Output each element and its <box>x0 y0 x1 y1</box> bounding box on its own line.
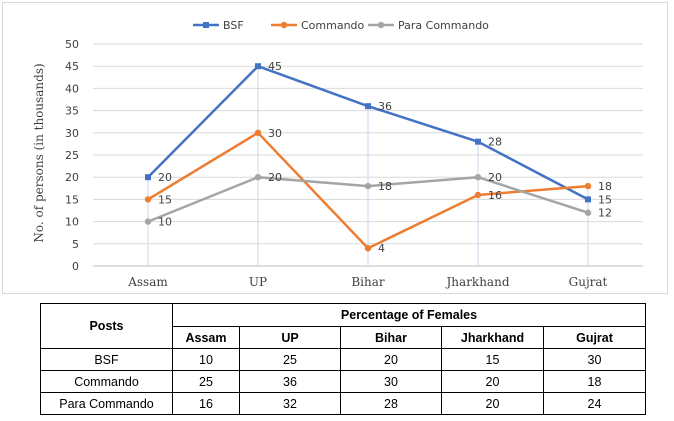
percentage-cell: 18 <box>543 370 646 393</box>
column-header: Jharkhand <box>441 326 544 349</box>
post-name-cell: BSF <box>40 348 173 371</box>
data-point <box>364 245 372 252</box>
table-row: BSF 10 25 20 15 30 <box>40 348 646 371</box>
data-label: 20 <box>158 171 172 184</box>
data-label: 20 <box>268 171 282 184</box>
post-name-cell: Para Commando <box>40 392 173 415</box>
percentage-cell: 10 <box>172 348 240 371</box>
posts-header: Posts <box>40 303 173 349</box>
legend-marker <box>377 21 385 29</box>
data-label: 20 <box>488 171 502 184</box>
data-point <box>254 129 262 136</box>
column-header: Bihar <box>340 326 442 349</box>
legend-marker <box>203 22 209 28</box>
data-point <box>255 63 261 70</box>
legend-label: Para Commando <box>398 19 489 32</box>
line-chart: BSF Commando Para Commando 0 5 10 15 20 25 30 35 4… <box>32 19 643 289</box>
data-point <box>584 209 592 216</box>
y-tick-label: 15 <box>65 193 79 206</box>
table-row: Para Commando 16 32 28 20 24 <box>40 392 646 415</box>
post-name-cell: Commando <box>40 370 173 393</box>
y-tick-label: 45 <box>65 60 79 73</box>
data-label: 16 <box>488 189 502 202</box>
series-layer: 20 45 36 28 15 15 30 4 16 18 10 20 18 20 12 <box>144 60 612 255</box>
data-label: 12 <box>598 207 612 220</box>
data-point <box>365 103 371 110</box>
percentage-cell: 25 <box>172 370 240 393</box>
column-header: Assam <box>172 326 240 349</box>
data-point <box>584 182 592 190</box>
data-point <box>474 174 482 181</box>
x-tick-label: Assam <box>127 275 168 289</box>
percentage-cell: 28 <box>340 392 442 415</box>
percentage-females-header: Percentage of Females <box>172 303 646 327</box>
data-point <box>145 174 151 181</box>
data-point <box>475 138 481 145</box>
data-label: 28 <box>488 136 502 149</box>
y-tick-label: 30 <box>65 127 79 140</box>
data-label: 18 <box>378 180 392 193</box>
y-axis: 0 5 10 15 20 25 30 35 40 45 50 <box>65 38 79 273</box>
y-axis-label: No. of persons (in thousands) <box>32 63 46 242</box>
y-tick-label: 35 <box>65 105 79 118</box>
legend-label: BSF <box>223 19 244 32</box>
chart-frame: BSF Commando Para Commando 0 5 10 15 20 25 30 35 4… <box>2 2 668 294</box>
y-tick-label: 20 <box>65 171 79 184</box>
y-tick-label: 50 <box>65 38 79 51</box>
column-header: UP <box>239 326 341 349</box>
data-label: 36 <box>378 100 392 113</box>
percentage-cell: 20 <box>441 370 544 393</box>
y-tick-label: 0 <box>72 260 79 273</box>
x-tick-label: Gujrat <box>569 275 608 289</box>
percentage-cell: 30 <box>340 370 442 393</box>
column-header: Gujrat <box>543 326 646 349</box>
percentage-cell: 24 <box>543 392 646 415</box>
data-label: 45 <box>268 60 282 73</box>
data-label: 18 <box>598 180 612 193</box>
x-tick-label: Bihar <box>351 275 385 289</box>
percentage-cell: 20 <box>340 348 442 371</box>
legend-label: Commando <box>301 19 365 32</box>
y-tick-label: 5 <box>72 238 79 251</box>
data-label: 4 <box>378 242 385 255</box>
data-point <box>585 196 591 203</box>
data-point <box>364 182 372 190</box>
percentage-cell: 36 <box>239 370 341 393</box>
y-tick-label: 40 <box>65 82 79 95</box>
x-tick-label: UP <box>249 275 267 289</box>
percentage-cell: 16 <box>172 392 240 415</box>
data-label: 10 <box>158 216 172 229</box>
data-point <box>474 191 482 199</box>
data-point <box>144 218 152 225</box>
percentage-cell: 20 <box>441 392 544 415</box>
table-row: Commando 25 36 30 20 18 <box>40 370 646 393</box>
data-label: 15 <box>158 193 172 206</box>
females-table: Posts Percentage of Females Assam UP Bihar… <box>40 303 646 415</box>
data-point <box>144 196 152 203</box>
y-tick-label: 25 <box>65 149 79 162</box>
data-label: 30 <box>268 127 282 140</box>
x-tick-label: Jharkhand <box>445 275 510 289</box>
table-body: BSF 10 25 20 15 30 Commando 25 36 30 20 18 Para Comm… <box>40 348 646 415</box>
y-tick-label: 10 <box>65 216 79 229</box>
x-axis: Assam UP Bihar Jharkhand Gujrat <box>127 275 607 289</box>
data-label: 15 <box>598 193 612 206</box>
percentage-cell: 25 <box>239 348 341 371</box>
percentage-cell: 32 <box>239 392 341 415</box>
data-point <box>254 174 262 181</box>
percentage-cell: 30 <box>543 348 646 371</box>
percentage-cell: 15 <box>441 348 544 371</box>
females-table-wrap: Posts Percentage of Females Assam UP Bihar… <box>40 303 646 415</box>
legend-marker <box>280 21 288 29</box>
legend: BSF Commando Para Commando <box>193 19 489 32</box>
